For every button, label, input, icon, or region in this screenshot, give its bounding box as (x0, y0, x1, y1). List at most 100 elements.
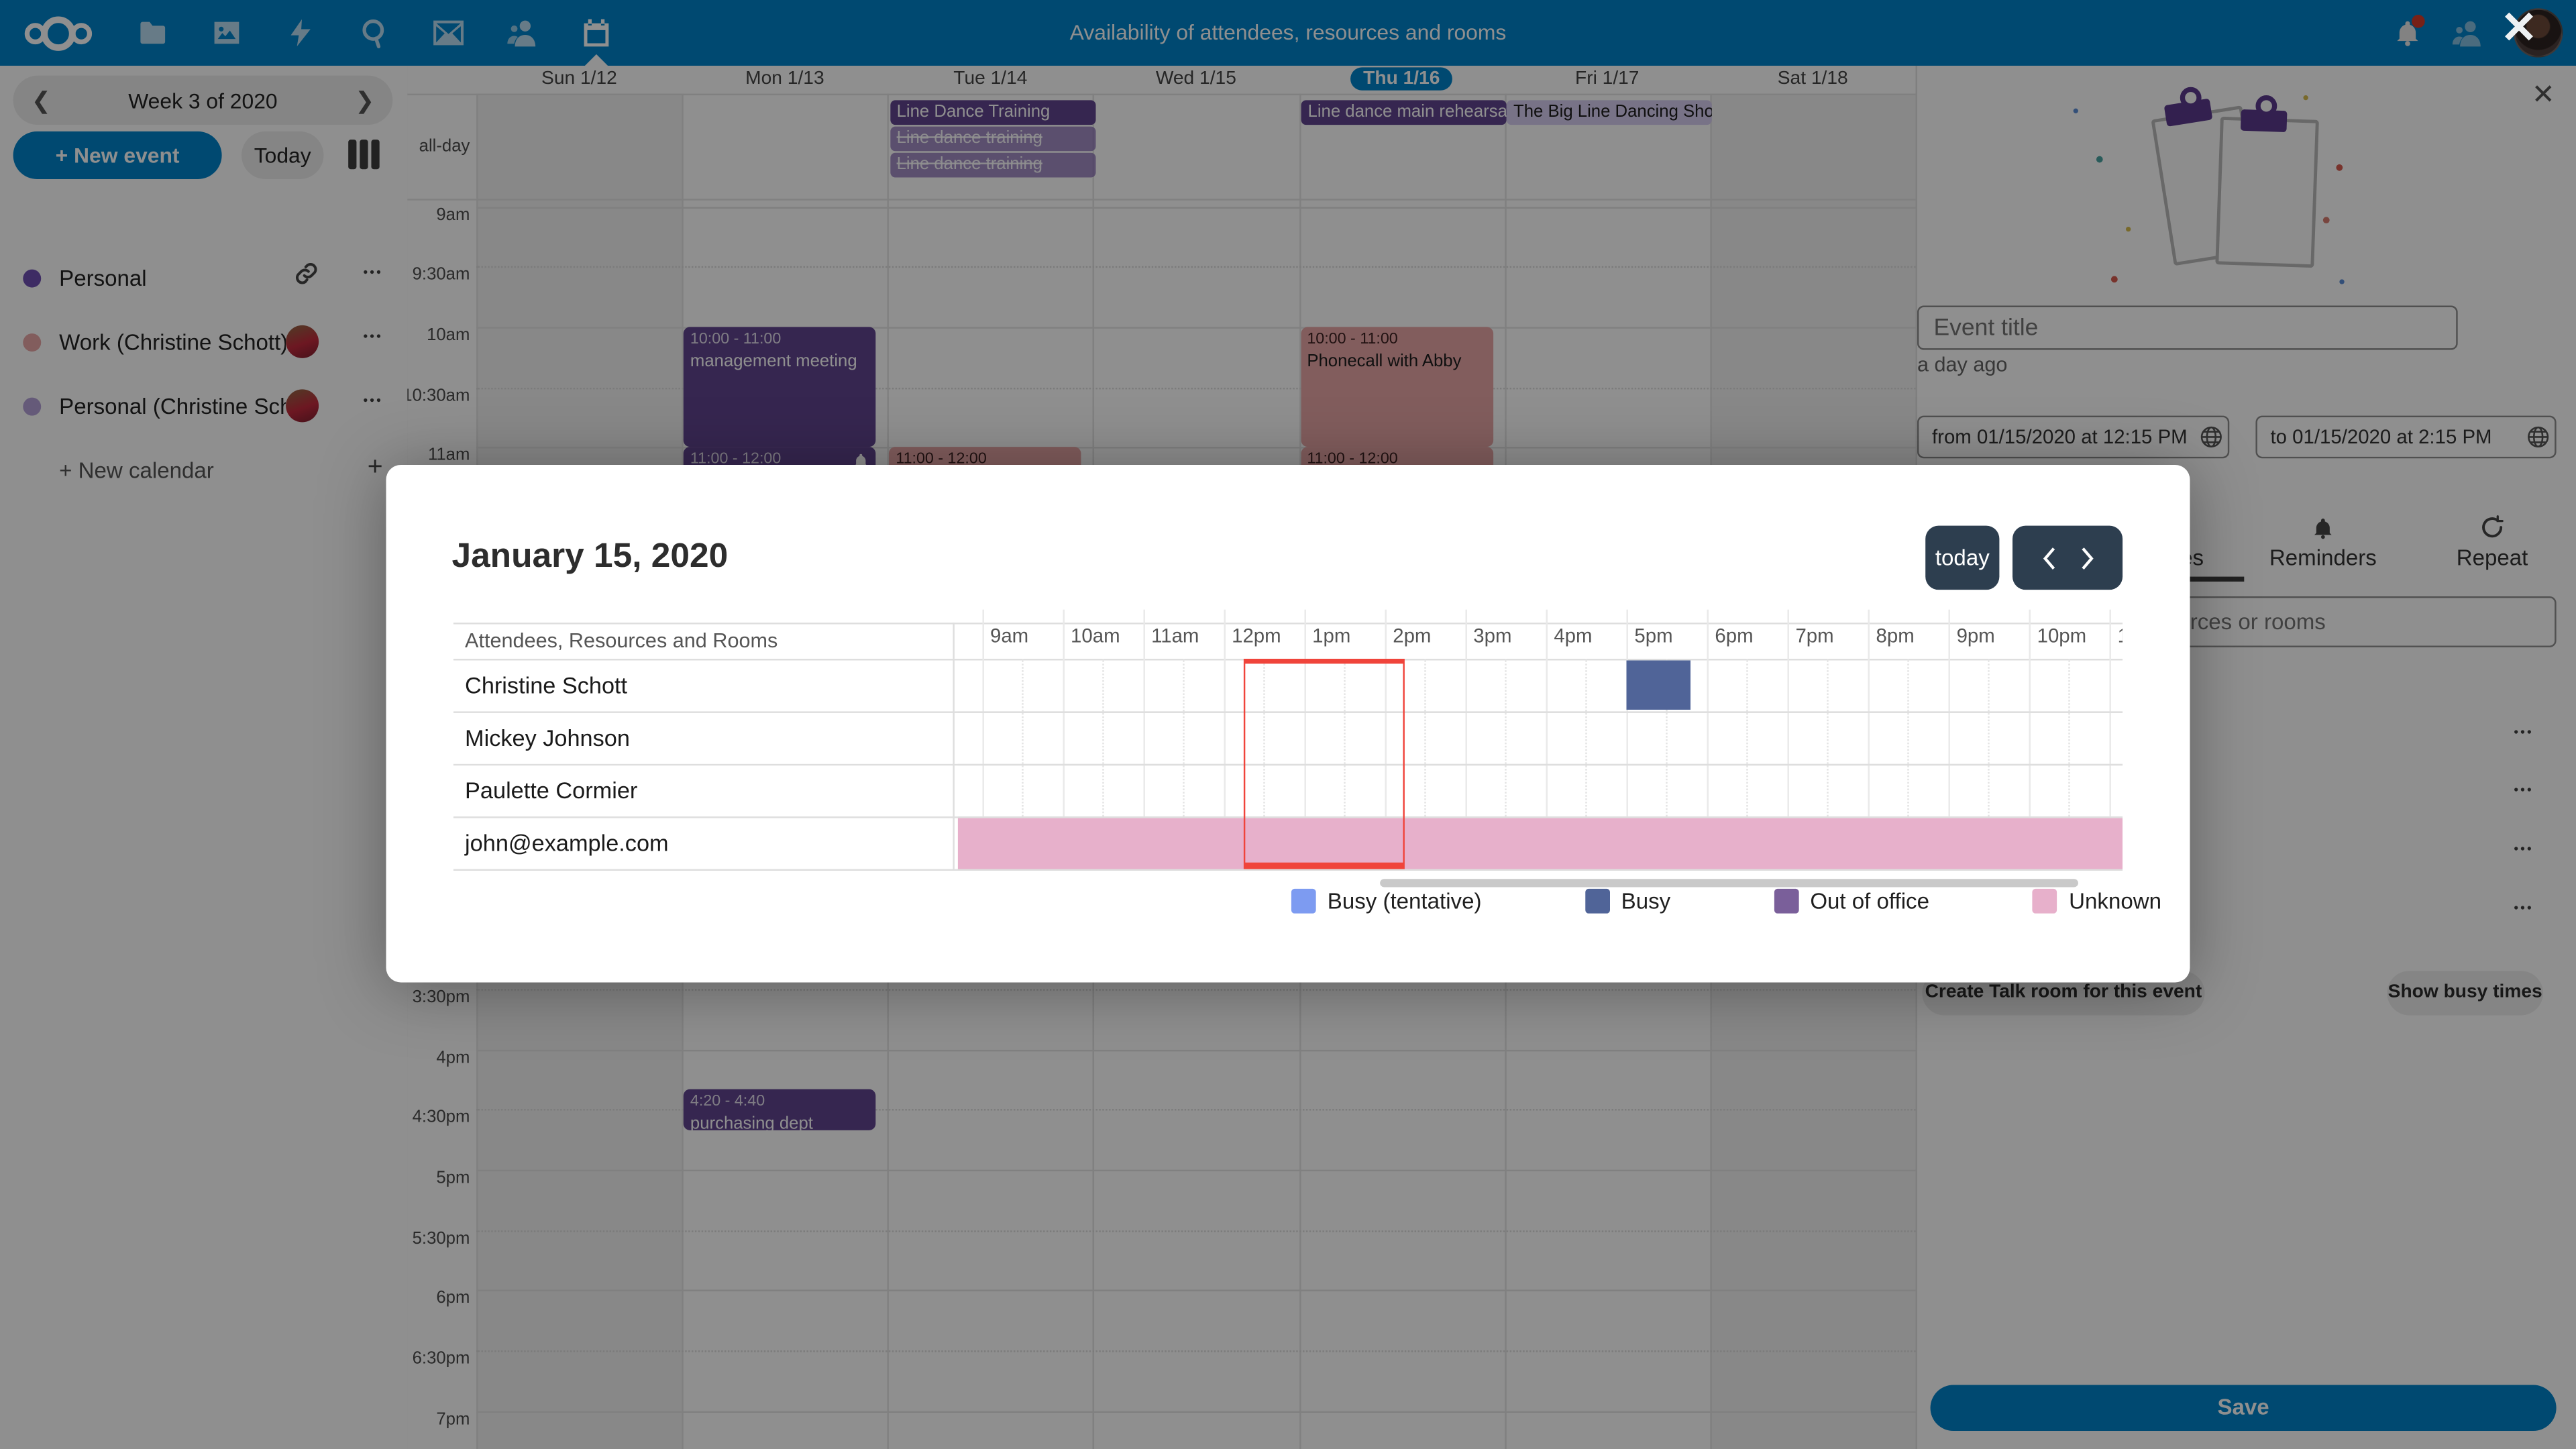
files-icon[interactable] (115, 0, 189, 66)
calendar-actions-menu[interactable]: ●●● (363, 331, 383, 342)
time-gutter-label: 10am (427, 325, 470, 345)
close-sidebar-icon[interactable]: ✕ (2531, 78, 2555, 111)
calendar-list-item[interactable]: Personal ●●● (0, 246, 407, 309)
mail-icon[interactable] (411, 0, 484, 66)
grid-line (1142, 609, 1145, 869)
search-icon[interactable] (337, 0, 411, 66)
event-start-input[interactable] (1917, 415, 2230, 459)
event-title-input[interactable] (1917, 305, 2458, 350)
close-user-menu-icon[interactable]: ✕ (2500, 3, 2538, 53)
calendar-actions-menu[interactable]: ●●● (363, 268, 383, 278)
grid-line (476, 447, 1916, 449)
day-header[interactable]: Wed 1/15 (1155, 68, 1236, 89)
tab-repeat[interactable]: Repeat (2418, 513, 2566, 570)
allday-event[interactable]: Line Dance Training (890, 100, 1096, 124)
new-calendar-label: + New calendar (59, 458, 214, 482)
tab-reminders[interactable]: Reminders (2249, 513, 2397, 570)
new-calendar-button[interactable]: + New calendar + (0, 439, 407, 501)
activity-icon[interactable] (263, 0, 337, 66)
show-busy-times-button[interactable]: Show busy times (2387, 971, 2544, 1016)
calendar-name: Personal (Christine Scho...) (59, 393, 286, 419)
timeline-hour-label: 4pm (1554, 624, 1593, 647)
next-week-button[interactable]: ❯ (355, 86, 375, 113)
calendar-list-item[interactable]: Work (Christine Schott) ●●● (0, 311, 407, 373)
grid-line (1223, 609, 1226, 869)
last-modified-label: a day ago (1917, 353, 2008, 376)
save-button[interactable]: Save (1930, 1385, 2557, 1432)
table-row-line (957, 763, 2123, 766)
contacts-icon[interactable] (484, 0, 558, 66)
repeat-icon (2418, 513, 2566, 542)
calendar-actions-menu[interactable]: ●●● (363, 396, 383, 406)
photos-icon[interactable] (189, 0, 263, 66)
event-time-label: 10:00 - 11:00 (1307, 330, 1398, 349)
timeline-scrollbar[interactable] (1380, 879, 2078, 888)
legend-item: Busy (1585, 888, 1670, 914)
time-gutter-label: 5pm (436, 1168, 470, 1188)
timeline-hour-label: 10am (1071, 624, 1120, 647)
attendee-actions-menu[interactable]: ●●● (2513, 785, 2534, 796)
allday-event[interactable]: The Big Line Dancing Show (1507, 100, 1713, 124)
allday-event[interactable]: Line dance training (890, 126, 1096, 151)
attendee-actions-menu[interactable]: ●●● (2513, 727, 2534, 738)
user-avatar[interactable] (2513, 8, 2563, 58)
previous-day-button[interactable] (2041, 546, 2056, 569)
notifications-bell-icon[interactable] (2394, 15, 2425, 48)
timeline-hour-label: 11pm (2118, 625, 2123, 647)
calendar-list-item[interactable]: Personal (Christine Scho...) ●●● (0, 374, 407, 437)
allday-event[interactable]: Line dance training (890, 152, 1096, 177)
timezone-globe-icon[interactable] (2527, 425, 2550, 448)
grid-line (476, 1049, 1916, 1051)
time-gutter-label: 4:30pm (412, 1108, 470, 1128)
time-gutter-label: 10:30am (407, 385, 470, 406)
week-label: Week 3 of 2020 (128, 88, 278, 113)
calendar-event[interactable]: 10:00 - 11:00 Phonecall with Abby (1300, 327, 1493, 447)
attendee-actions-menu[interactable]: ●●● (2513, 903, 2534, 914)
availability-legend: Busy (tentative) Busy Out of office Unknown (1291, 888, 2161, 914)
grid-line (476, 1290, 1916, 1292)
previous-week-button[interactable]: ❮ (31, 86, 51, 113)
calendar-event[interactable]: 10:00 - 11:00 management meeting (684, 327, 876, 447)
next-day-button[interactable] (2079, 546, 2094, 569)
attendee-actions-menu[interactable]: ●●● (2513, 844, 2534, 855)
new-event-button[interactable]: + New event (13, 131, 222, 179)
legend-swatch (1585, 888, 1610, 914)
event-time-label: 10:00 - 11:00 (690, 330, 782, 349)
allday-event[interactable]: Line dance main rehearsal (1301, 100, 1507, 124)
dialog-today-button[interactable]: today (1925, 525, 2000, 590)
table-row-line (957, 711, 2123, 713)
clipboard-illustration (1916, 82, 2576, 287)
nextcloud-logo[interactable] (0, 15, 115, 50)
today-button[interactable]: Today (241, 131, 324, 179)
calendar-icon[interactable] (559, 0, 633, 66)
contacts-menu-icon[interactable] (2451, 16, 2484, 49)
grid-line (1868, 609, 1870, 869)
share-link-icon[interactable] (294, 261, 319, 286)
event-end-input[interactable] (2255, 415, 2557, 459)
week-view-toggle-icon[interactable] (348, 140, 380, 170)
timeline-hour-label: 10pm (2037, 624, 2087, 647)
timezone-globe-icon[interactable] (2200, 425, 2222, 448)
day-header[interactable]: Fri 1/17 (1574, 68, 1640, 89)
day-header[interactable]: Sat 1/18 (1777, 68, 1848, 89)
availability-timeline[interactable]: 9am 10am 11am 12pm 1pm 2pm 3pm 4pm 5pm 6pm 7pm 8pm 9… (957, 609, 2123, 869)
legend-label: Busy (tentative) (1327, 888, 1482, 914)
event-timespan-selection[interactable] (1243, 659, 1405, 869)
time-gutter-label: 6pm (436, 1288, 470, 1309)
day-header[interactable]: Thu 1/16 (1299, 66, 1504, 94)
plus-icon: + (367, 453, 383, 482)
timeline-hour-label: 9am (989, 624, 1029, 647)
grid-line (1787, 609, 1789, 869)
grid-line (2029, 609, 2031, 869)
dialog-date-title: January 15, 2020 (451, 537, 729, 576)
calendar-event[interactable]: 4:20 - 4:40 purchasing dept (684, 1089, 876, 1130)
day-header[interactable]: Mon 1/13 (745, 68, 824, 89)
day-header[interactable]: Sun 1/12 (541, 68, 617, 89)
calendar-color-dot (23, 268, 42, 287)
timeline-hour-label: 11am (1151, 624, 1199, 647)
timeline-hour-label: 1pm (1312, 624, 1351, 647)
table-row-line (453, 869, 2123, 871)
grid-line (476, 1169, 1916, 1172)
day-header[interactable]: Tue 1/14 (953, 68, 1028, 89)
